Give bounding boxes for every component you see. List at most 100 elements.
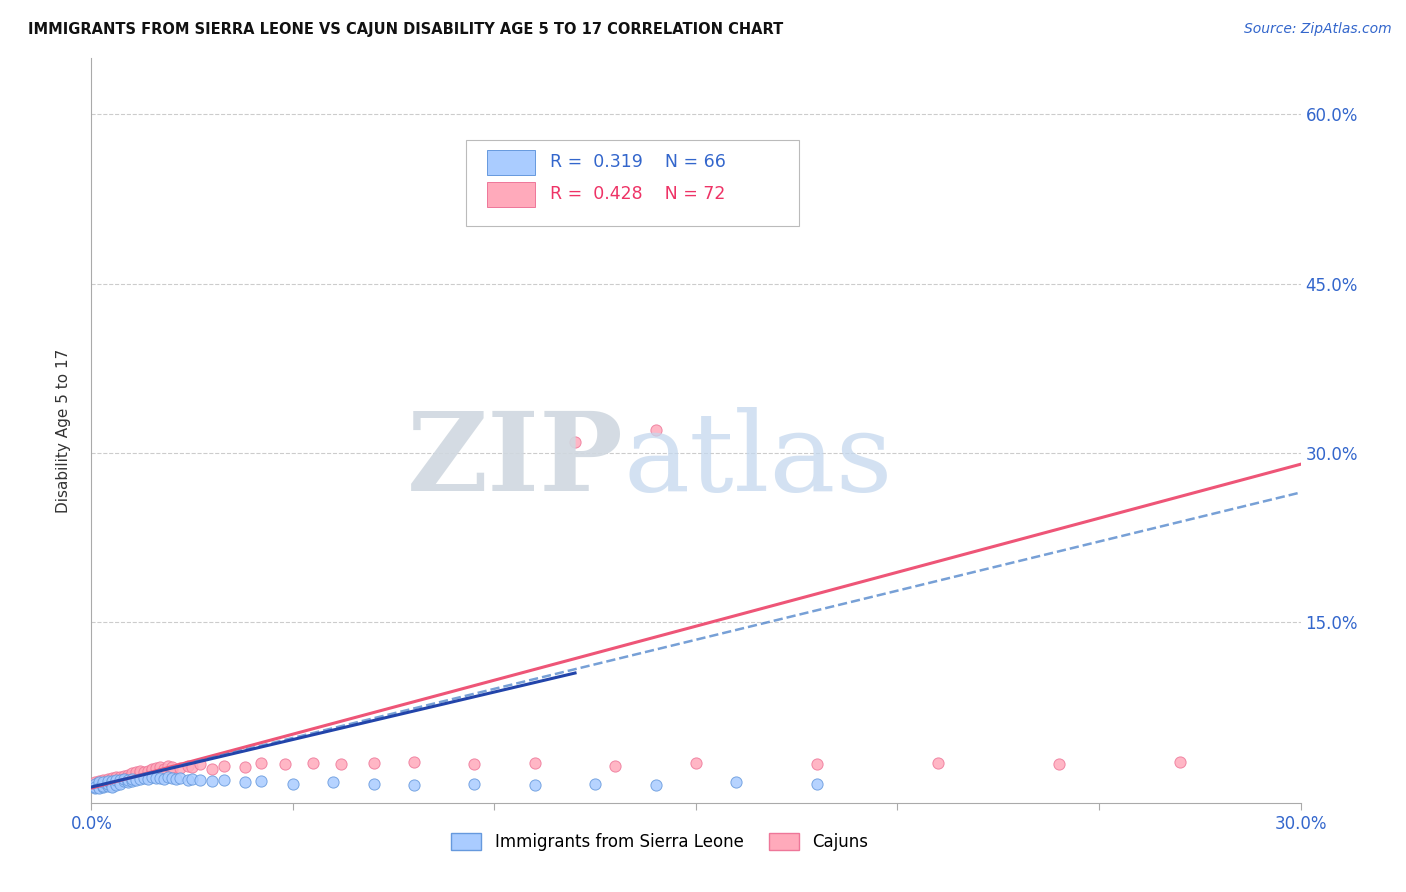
Point	[100, 780, 122, 794]
Point	[169, 761, 191, 775]
Point	[100, 775, 122, 789]
Point	[156, 770, 179, 784]
Point	[117, 771, 139, 785]
Point	[84, 780, 107, 794]
Point	[93, 773, 115, 788]
FancyBboxPatch shape	[467, 140, 799, 226]
Point	[84, 776, 107, 790]
Point	[96, 776, 118, 790]
Point	[132, 771, 155, 785]
Point	[181, 772, 204, 786]
Point	[125, 773, 148, 788]
Point	[96, 775, 118, 789]
Point	[181, 760, 204, 774]
Point	[249, 756, 271, 771]
Y-axis label: Disability Age 5 to 17: Disability Age 5 to 17	[56, 348, 70, 513]
Point	[1047, 757, 1070, 772]
Point	[104, 773, 127, 788]
Bar	[486, 150, 536, 175]
Point	[104, 776, 127, 790]
Point	[160, 771, 183, 785]
Point	[156, 758, 179, 772]
Point	[121, 772, 143, 786]
Point	[89, 780, 111, 794]
Point	[89, 774, 111, 789]
Point	[1168, 755, 1191, 769]
Point	[169, 771, 191, 785]
Point	[141, 770, 163, 784]
Point	[117, 775, 139, 789]
Point	[725, 775, 748, 789]
Point	[363, 756, 385, 771]
Point	[100, 774, 122, 789]
Point	[201, 762, 224, 776]
Point	[108, 770, 131, 784]
Point	[128, 766, 150, 780]
Point	[93, 774, 115, 789]
Point	[84, 781, 107, 796]
Point	[644, 424, 666, 438]
Point	[141, 763, 163, 777]
Point	[233, 775, 256, 789]
Point	[806, 776, 828, 790]
Point	[93, 778, 115, 792]
Point	[89, 776, 111, 790]
Point	[927, 756, 949, 771]
Point	[233, 760, 256, 774]
Point	[108, 772, 131, 786]
Point	[153, 762, 176, 776]
Point	[117, 767, 139, 781]
Point	[89, 781, 111, 796]
Text: atlas: atlas	[623, 407, 893, 514]
Point	[96, 773, 118, 788]
Point	[523, 756, 546, 771]
Point	[463, 757, 485, 772]
Point	[201, 774, 224, 789]
Bar	[486, 182, 536, 207]
Point	[132, 765, 155, 780]
Point	[96, 776, 118, 790]
Point	[117, 773, 139, 788]
Point	[89, 779, 111, 793]
Point	[145, 771, 167, 785]
Point	[281, 776, 304, 790]
Point	[153, 772, 176, 786]
Point	[96, 778, 118, 792]
Point	[177, 758, 200, 772]
Text: R =  0.319    N = 66: R = 0.319 N = 66	[550, 153, 725, 171]
Point	[104, 771, 127, 785]
Point	[117, 770, 139, 784]
Point	[274, 757, 297, 772]
Point	[322, 775, 344, 789]
Point	[100, 771, 122, 785]
Point	[125, 765, 148, 780]
Point	[112, 772, 135, 786]
Point	[96, 774, 118, 789]
Point	[214, 773, 236, 788]
Point	[104, 773, 127, 788]
Point	[145, 761, 167, 775]
Point	[463, 776, 485, 790]
Point	[108, 776, 131, 790]
Point	[96, 779, 118, 793]
Text: IMMIGRANTS FROM SIERRA LEONE VS CAJUN DISABILITY AGE 5 TO 17 CORRELATION CHART: IMMIGRANTS FROM SIERRA LEONE VS CAJUN DI…	[28, 22, 783, 37]
Point	[112, 769, 135, 783]
Point	[100, 774, 122, 789]
Point	[121, 766, 143, 780]
Point	[108, 773, 131, 788]
Point	[121, 769, 143, 783]
Point	[136, 772, 159, 786]
Point	[100, 775, 122, 789]
Point	[104, 770, 127, 784]
Point	[104, 774, 127, 789]
Point	[583, 776, 606, 790]
Point	[104, 774, 127, 789]
Point	[93, 779, 115, 793]
Point	[93, 775, 115, 789]
Point	[89, 779, 111, 793]
Point	[100, 776, 122, 790]
Text: R =  0.428    N = 72: R = 0.428 N = 72	[550, 186, 725, 203]
Point	[93, 780, 115, 794]
Point	[605, 758, 627, 772]
Point	[136, 764, 159, 779]
